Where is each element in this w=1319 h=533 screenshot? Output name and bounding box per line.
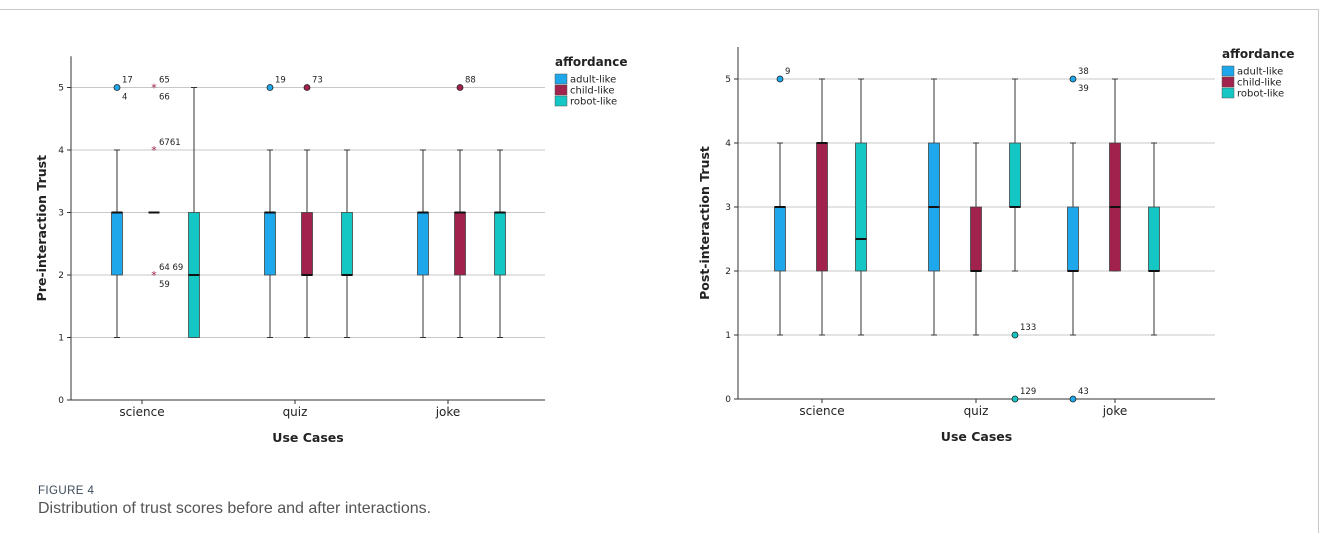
outlier-label: 88 — [465, 76, 476, 86]
y-tick-label: 2 — [58, 271, 64, 281]
outlier-star: * — [151, 82, 157, 95]
box-joke-adult-like — [417, 212, 429, 276]
legend-swatch-robot-like — [554, 95, 568, 107]
legend-swatch-child-like — [1221, 76, 1235, 88]
outlier-star: * — [151, 144, 157, 157]
box-quiz-adult-like — [264, 212, 276, 276]
legend-entry: adult-like — [570, 75, 616, 86]
outlier-label: 66 — [159, 93, 170, 103]
outlier-star: * — [151, 269, 157, 282]
boxplot-figure: 0 1 2 3 4 5 science quiz joke Use Cases Pre-intera… — [34, 47, 1294, 445]
y-tick-label: 0 — [725, 395, 731, 405]
y-axis-title: Post-interaction Trust — [697, 146, 712, 300]
y-tick-label: 1 — [58, 334, 64, 344]
legend-swatch-adult-like — [554, 73, 568, 85]
box-joke-robot-like — [494, 212, 506, 276]
figure-frame-top — [0, 9, 1319, 10]
figure-label: FIGURE 4 — [38, 485, 95, 497]
box-joke-adult-like — [1067, 206, 1079, 272]
outlier-label: 65 — [159, 76, 170, 86]
outlier-label: 59 — [159, 280, 170, 290]
y-tick-label: 3 — [725, 203, 731, 213]
outlier-label: 17 — [122, 76, 133, 86]
y-tick-label: 0 — [58, 396, 64, 406]
legend-swatch-adult-like — [1221, 65, 1235, 77]
x-tick-label: joke — [1102, 404, 1128, 418]
legend-entry: child-like — [570, 86, 615, 97]
outlier-point — [1011, 395, 1019, 403]
outlier-point — [1069, 75, 1077, 83]
y-tick-label: 4 — [58, 146, 64, 156]
x-tick-label: joke — [435, 405, 461, 419]
box-science-child-like — [816, 142, 828, 272]
box-science-adult-like — [774, 206, 786, 272]
x-tick-label: science — [799, 404, 844, 418]
outlier-label: 64 69 — [159, 263, 183, 273]
x-tick-label: quiz — [964, 404, 989, 418]
outlier-point — [303, 84, 311, 91]
outlier-label: 129 — [1020, 387, 1036, 397]
outlier-label: 133 — [1020, 323, 1036, 333]
x-tick-label: quiz — [283, 405, 308, 419]
figure-caption: FIGURE 4 Distribution of trust scores be… — [38, 483, 431, 519]
box-science-robot-like — [855, 142, 867, 272]
outlier-point — [1069, 395, 1077, 403]
outlier-point — [113, 84, 121, 91]
outlier-label: 38 — [1078, 67, 1089, 77]
legend-swatch-robot-like — [1221, 87, 1235, 99]
box-quiz-child-like — [301, 212, 313, 276]
legend-entry: robot-like — [1237, 89, 1284, 100]
legend-title: affordance — [1222, 47, 1294, 61]
outlier-label: 4 — [122, 93, 127, 103]
x-axis-title: Use Cases — [272, 430, 343, 445]
outlier-label: 73 — [312, 76, 323, 86]
figure-caption-text: Distribution of trust scores before and … — [38, 500, 432, 517]
legend-entry: child-like — [1237, 78, 1282, 89]
outlier-point — [776, 75, 784, 83]
y-tick-label: 4 — [725, 139, 731, 149]
legend-swatch-child-like — [554, 84, 568, 96]
legend-entry: adult-like — [1237, 67, 1283, 78]
y-tick-label: 5 — [58, 84, 64, 94]
y-axis-title: Pre-interaction Trust — [34, 155, 49, 301]
outlier-label: 19 — [275, 76, 286, 86]
outlier-point — [1011, 331, 1019, 339]
outlier-point — [266, 84, 274, 91]
box-quiz-robot-like — [341, 212, 353, 276]
y-tick-label: 5 — [725, 75, 731, 85]
box-joke-child-like — [454, 212, 466, 276]
y-tick-label: 2 — [725, 267, 731, 277]
legend-title: affordance — [555, 55, 627, 69]
box-quiz-child-like — [970, 206, 982, 272]
outlier-label: 39 — [1078, 84, 1089, 94]
x-axis-title: Use Cases — [941, 429, 1012, 444]
box-joke-robot-like — [1148, 206, 1160, 272]
box-science-adult-like — [111, 212, 123, 276]
outlier-point — [456, 84, 464, 91]
outlier-label: 43 — [1078, 387, 1089, 397]
y-tick-label: 3 — [58, 209, 64, 219]
x-tick-label: science — [119, 405, 164, 419]
legend-entry: robot-like — [570, 97, 617, 108]
y-tick-label: 1 — [725, 331, 731, 341]
outlier-label: 6761 — [159, 138, 181, 148]
box-quiz-robot-like — [1009, 142, 1021, 208]
outlier-label: 9 — [785, 67, 790, 77]
